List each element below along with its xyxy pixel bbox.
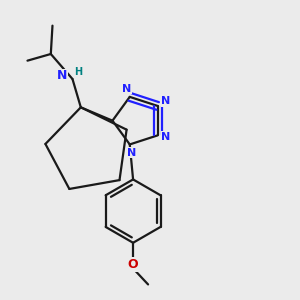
Text: H: H xyxy=(74,67,83,77)
Text: N: N xyxy=(127,148,136,158)
Text: O: O xyxy=(128,258,138,271)
Text: N: N xyxy=(161,132,171,142)
Text: N: N xyxy=(122,83,131,94)
Text: N: N xyxy=(161,96,171,106)
Text: N: N xyxy=(57,69,68,82)
